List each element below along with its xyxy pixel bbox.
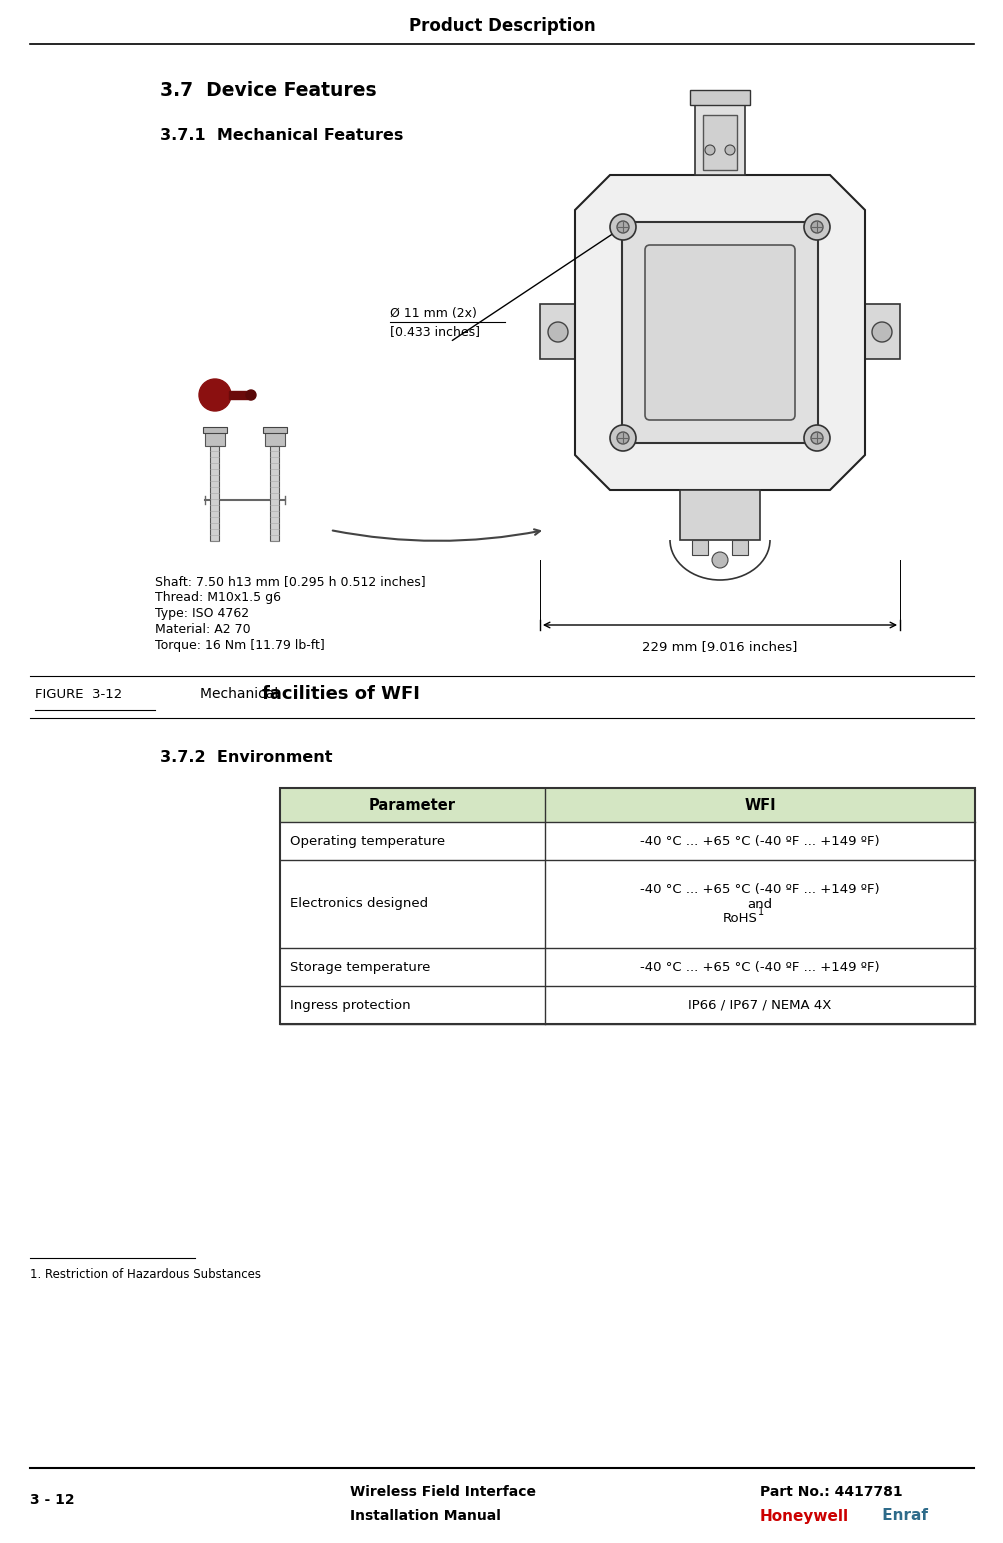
Bar — [731, 540, 747, 555]
Text: -40 °C ... +65 °C (-40 ºF ... +149 ºF): -40 °C ... +65 °C (-40 ºF ... +149 ºF) — [640, 835, 879, 847]
Text: Parameter: Parameter — [369, 798, 455, 813]
Bar — [280, 859, 974, 947]
Bar — [263, 427, 287, 434]
Text: 3.7  Device Features: 3.7 Device Features — [159, 80, 376, 99]
Circle shape — [810, 221, 822, 233]
Text: Part No.: 4417781: Part No.: 4417781 — [759, 1484, 902, 1498]
Circle shape — [872, 322, 891, 343]
Text: -40 °C ... +65 °C (-40 ºF ... +149 ºF): -40 °C ... +65 °C (-40 ºF ... +149 ºF) — [640, 883, 879, 895]
Text: 3.7.2  Environment: 3.7.2 Environment — [159, 750, 332, 765]
Text: Enraf: Enraf — [877, 1509, 927, 1523]
Bar — [865, 304, 899, 360]
Text: Type: ISO 4762: Type: ISO 4762 — [154, 606, 249, 620]
Text: 229 mm [9.016 inches]: 229 mm [9.016 inches] — [642, 640, 797, 653]
Text: Honeywell: Honeywell — [759, 1509, 849, 1523]
Bar — [280, 788, 974, 1025]
Bar — [691, 540, 707, 555]
Bar — [203, 427, 227, 434]
Bar — [205, 430, 225, 446]
Text: Torque: 16 Nm [11.79 lb-ft]: Torque: 16 Nm [11.79 lb-ft] — [154, 639, 324, 653]
Circle shape — [711, 552, 727, 568]
Text: IP66 / IP67 / NEMA 4X: IP66 / IP67 / NEMA 4X — [688, 998, 830, 1012]
Bar — [702, 116, 736, 170]
Text: 3.7.1  Mechanical Features: 3.7.1 Mechanical Features — [159, 128, 403, 142]
Bar — [211, 446, 220, 542]
Circle shape — [199, 380, 231, 410]
Circle shape — [610, 424, 635, 451]
Bar — [694, 105, 744, 174]
Text: 1: 1 — [757, 907, 763, 917]
Text: Ø 11 mm (2x): Ø 11 mm (2x) — [389, 307, 476, 319]
Text: Product Description: Product Description — [408, 17, 595, 35]
Text: Electronics designed: Electronics designed — [290, 898, 427, 910]
Bar — [265, 430, 285, 446]
Circle shape — [617, 221, 628, 233]
Bar — [270, 446, 279, 542]
Text: Mechanical: Mechanical — [200, 687, 282, 701]
Bar — [280, 788, 974, 822]
Bar — [280, 822, 974, 859]
Circle shape — [803, 214, 829, 241]
Bar — [679, 491, 759, 540]
Bar — [280, 986, 974, 1025]
Text: facilities of WFI: facilities of WFI — [262, 685, 419, 704]
Text: Material: A2 70: Material: A2 70 — [154, 623, 251, 636]
Text: Shaft: 7.50 h13 mm [0.295 h 0.512 inches]: Shaft: 7.50 h13 mm [0.295 h 0.512 inches… — [154, 576, 425, 588]
Text: Thread: M10x1.5 g6: Thread: M10x1.5 g6 — [154, 591, 281, 603]
Circle shape — [246, 390, 256, 400]
Polygon shape — [575, 174, 865, 491]
Text: Wireless Field Interface: Wireless Field Interface — [350, 1484, 536, 1498]
Text: 3 - 12: 3 - 12 — [30, 1494, 74, 1508]
Circle shape — [704, 145, 714, 154]
Text: WFI: WFI — [743, 798, 775, 813]
Text: Storage temperature: Storage temperature — [290, 960, 430, 974]
FancyBboxPatch shape — [622, 222, 817, 443]
Circle shape — [803, 424, 829, 451]
Text: -40 °C ... +65 °C (-40 ºF ... +149 ºF): -40 °C ... +65 °C (-40 ºF ... +149 ºF) — [640, 960, 879, 974]
Bar — [689, 89, 749, 105]
Text: and: and — [746, 898, 771, 910]
Text: FIGURE  3-12: FIGURE 3-12 — [35, 688, 122, 701]
Text: 1. Restriction of Hazardous Substances: 1. Restriction of Hazardous Substances — [30, 1268, 261, 1282]
Text: Ingress protection: Ingress protection — [290, 998, 410, 1012]
FancyBboxPatch shape — [644, 245, 794, 420]
Bar — [540, 304, 575, 360]
Circle shape — [724, 145, 734, 154]
Text: Installation Manual: Installation Manual — [350, 1509, 500, 1523]
Circle shape — [548, 322, 568, 343]
Text: [0.433 inches]: [0.433 inches] — [389, 326, 479, 338]
Circle shape — [617, 432, 628, 444]
Circle shape — [610, 214, 635, 241]
Text: Operating temperature: Operating temperature — [290, 835, 444, 847]
Circle shape — [810, 432, 822, 444]
Bar — [229, 390, 251, 400]
Bar — [280, 947, 974, 986]
Text: RoHS: RoHS — [722, 912, 757, 926]
